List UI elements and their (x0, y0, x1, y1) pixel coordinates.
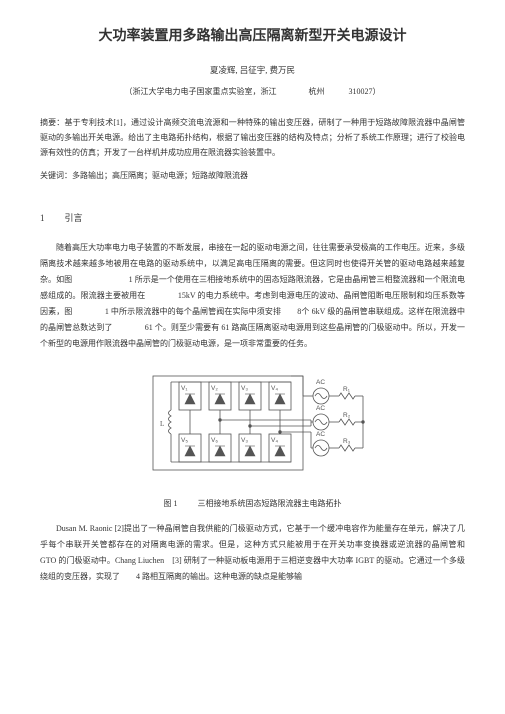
label-r1: R₁ (343, 386, 351, 393)
affiliation: （浙江大学电力电子国家重点实验室，浙江 杭州 310027） (40, 86, 465, 99)
label-v3: V₃ (241, 385, 248, 392)
authors: 夏凌辉, 吕征宇, 费万民 (40, 64, 465, 78)
label-v5: V₅ (181, 437, 188, 444)
label-v7: V₃ (241, 437, 248, 444)
label-ac2: AC (316, 405, 325, 412)
label-v1: V₁ (181, 385, 188, 392)
abstract-label: 摘要： (40, 118, 64, 127)
figure-1-caption: 图 1 三相接地系统固态短路限流器主电路拓扑 (40, 498, 465, 511)
keywords: 关键词：多路输出；高压隔离；驱动电源；短路故障限流器 (40, 170, 465, 183)
label-ac1: AC (316, 379, 325, 386)
paragraph-1: 随着高压大功率电力电子装置的不断发展，串接在一起的驱动电源之间，往往需要承受极高… (40, 240, 465, 352)
figure-title: 三相接地系统固态短路限流器主电路拓扑 (198, 499, 342, 508)
label-ac3: AC (316, 431, 325, 438)
figure-number: 图 1 (164, 499, 178, 508)
label-r2: R₂ (343, 412, 351, 419)
label-v6: V₆ (211, 437, 218, 444)
figure-1: L V₁ V₂ V₃ (40, 364, 465, 489)
section-heading: 1 引言 (40, 211, 465, 225)
abstract: 摘要：基于专利技术[1]，通过设计高频交流电流源和一种特殊的输出变压器，研制了一… (40, 115, 465, 161)
label-v8: V₄ (271, 437, 278, 444)
label-r3: R₃ (343, 438, 351, 445)
keywords-text: 多路输出；高压隔离；驱动电源；短路故障限流器 (72, 171, 248, 180)
circuit-diagram: L V₁ V₂ V₃ (133, 364, 373, 484)
paragraph-2: Dusan M. Raonic [2]提出了一种晶闸管自我供能的门极驱动方式，它… (40, 521, 465, 585)
abstract-text: 基于专利技术[1]，通过设计高频交流电流源和一种特殊的输出变压器，研制了一种用于… (40, 118, 465, 157)
keywords-label: 关键词： (40, 171, 72, 180)
paper-title: 大功率装置用多路输出高压隔离新型开关电源设计 (40, 26, 465, 48)
section-title: 引言 (65, 213, 83, 223)
label-v4: V₄ (271, 385, 278, 392)
section-number: 1 (40, 211, 45, 225)
label-v2: V₂ (211, 385, 218, 392)
svg-text:L: L (160, 420, 164, 428)
